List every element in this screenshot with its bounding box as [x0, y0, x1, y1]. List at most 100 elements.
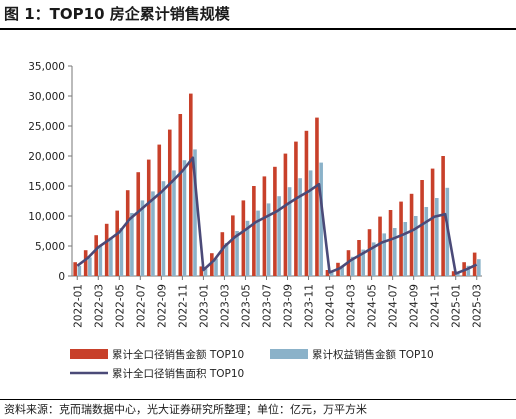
bar-total-sales [157, 144, 162, 276]
x-tick-label: 2024-03 [346, 284, 358, 328]
bar-equity-sales [466, 265, 471, 276]
y-tick-label: 15,000 [28, 181, 65, 193]
bar-equity-sales [350, 256, 355, 276]
bar-equity-sales [151, 191, 155, 276]
bar-equity-sales [88, 257, 92, 276]
x-tick-label: 2023-11 [304, 284, 316, 328]
x-tick-label: 2022-09 [156, 284, 168, 328]
bar-total-sales [210, 253, 214, 276]
bar-total-sales [115, 210, 120, 276]
bar-total-sales [367, 229, 372, 276]
bar-equity-sales [361, 249, 366, 276]
x-tick-label: 2023-07 [261, 284, 273, 328]
legend-label-total-sales: 累计全口径销售金额 TOP10 [112, 348, 244, 361]
x-tick-label: 2022-07 [135, 284, 147, 328]
bar-equity-sales [77, 265, 82, 276]
line-total-area [76, 156, 478, 275]
bar-equity-sales [245, 220, 250, 276]
bar-equity-sales [392, 228, 397, 276]
x-tick-label: 2024-05 [367, 284, 379, 328]
bar-total-sales [199, 266, 204, 276]
bar-total-sales [167, 129, 172, 276]
bar-equity-sales [109, 237, 113, 276]
bar-equity-sales [456, 272, 460, 276]
legend-label-total-area: 累计全口径销售面积 TOP10 [112, 367, 244, 380]
bar-equity-sales [424, 207, 429, 276]
y-tick-label: 20,000 [28, 151, 65, 163]
bar-total-sales [146, 159, 151, 276]
bar-equity-sales [119, 228, 124, 276]
bar-equity-sales [172, 170, 176, 276]
bar-total-sales [241, 200, 246, 276]
bar-total-sales [283, 153, 288, 276]
bar-total-sales [104, 223, 109, 276]
bar-total-sales [136, 172, 141, 276]
bar-total-sales [188, 93, 193, 276]
line-series [76, 156, 478, 275]
x-tick-label: 2022-03 [93, 284, 105, 328]
bar-equity-sales [224, 243, 229, 276]
bar-total-sales [315, 117, 319, 276]
bar-equity-sales [266, 203, 271, 276]
figure-title: 图 1：TOP10 房企累计销售规模 [4, 5, 230, 23]
bar-equity-sales [298, 178, 302, 276]
bar-total-sales [262, 176, 267, 276]
x-tick-label: 2024-01 [325, 284, 337, 328]
bar-total-sales [325, 270, 330, 276]
sales-chart: 0 5,000 10,000 15,000 20,000 25,000 30,000 35,0… [28, 61, 484, 380]
legend-swatch-equity-sales [270, 349, 308, 359]
x-tick-label: 2025-03 [472, 284, 484, 328]
y-tick-label: 25,000 [28, 121, 65, 133]
bar-equity-sales [382, 233, 387, 276]
y-tick-label: 30,000 [28, 91, 65, 103]
bar-total-sales [83, 250, 88, 276]
bar-equity-sales [277, 196, 281, 276]
bar-equity-sales [340, 265, 344, 276]
bar-total-sales [378, 216, 382, 276]
y-tick-label: 35,000 [28, 61, 65, 73]
bar-equity-sales [413, 216, 418, 276]
legend-label-equity-sales: 累计权益销售金额 TOP10 [312, 348, 434, 361]
x-tick-label: 2025-01 [451, 284, 463, 328]
bar-total-sales [304, 130, 309, 276]
x-tick-label: 2024-07 [388, 284, 400, 328]
bar-total-sales [388, 210, 393, 276]
bar-total-sales [94, 235, 98, 276]
bar-equity-sales [235, 231, 239, 276]
bar-equity-sales [193, 149, 197, 276]
x-axis: 2022-01 2022-03 2022-05 2022-07 2022-09 2022-… [72, 275, 484, 328]
x-tick-label: 2022-11 [177, 284, 189, 328]
x-tick-label: 2024-09 [409, 284, 421, 328]
y-axis: 0 5,000 10,000 15,000 20,000 25,000 30,000 35,0… [28, 61, 73, 283]
bar-total-sales [178, 114, 183, 276]
bar-total-sales [125, 190, 130, 276]
bar-equity-sales [434, 198, 439, 276]
bar-total-sales [409, 193, 414, 276]
legend-swatch-total-sales [70, 349, 108, 359]
bar-total-sales [231, 215, 235, 276]
bar-series [73, 93, 481, 276]
y-tick-label: 10,000 [28, 211, 65, 223]
x-tick-label: 2023-09 [283, 284, 295, 328]
bar-total-sales [430, 168, 435, 276]
title-divider [0, 28, 516, 30]
bar-equity-sales [477, 259, 481, 276]
bar-equity-sales [256, 210, 260, 276]
bar-equity-sales [203, 268, 208, 276]
bar-total-sales [357, 240, 361, 276]
bar-equity-sales [130, 213, 134, 276]
bar-equity-sales [161, 181, 166, 276]
footer-divider [0, 399, 516, 400]
bar-total-sales [451, 271, 456, 276]
y-tick-label: 5,000 [35, 241, 65, 253]
bar-equity-sales [371, 242, 376, 276]
bar-total-sales [252, 186, 256, 276]
x-tick-label: 2023-05 [240, 284, 252, 328]
source-note: 资料来源：克而瑞数据中心，光大证券研究所整理；单位：亿元，万平方米 [4, 403, 367, 416]
bar-total-sales [294, 141, 298, 276]
bar-total-sales [420, 180, 424, 276]
bar-equity-sales [403, 222, 408, 276]
bar-equity-sales [214, 258, 218, 276]
bar-total-sales [73, 262, 77, 276]
bar-equity-sales [140, 200, 145, 276]
